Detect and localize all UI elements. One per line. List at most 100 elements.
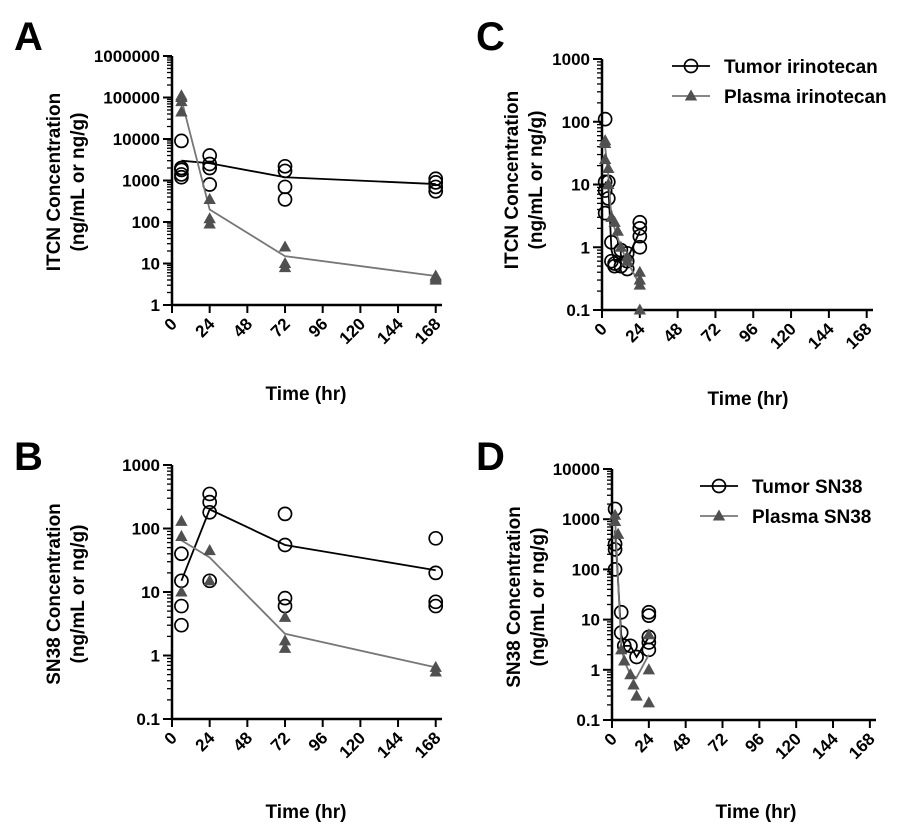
y-tick-label: 1 bbox=[591, 661, 600, 680]
panel-c: C 0.1 1 10 100 1000 0 24 48 72 96 120 144 168 Time (hr… bbox=[476, 15, 887, 410]
x-tick-label: 48 bbox=[229, 728, 256, 755]
legend-label: Plasma SN38 bbox=[752, 507, 871, 528]
data-point bbox=[607, 562, 623, 577]
x-tick-label: 120 bbox=[336, 314, 369, 347]
series-plasma-sn38 bbox=[175, 514, 442, 677]
x-tick-label: 24 bbox=[192, 728, 219, 755]
panel-a: A 1 10 100 1000 10000 100000 1000000 0 24 48 72 96 12… bbox=[14, 15, 445, 405]
x-tick-label: 48 bbox=[668, 729, 695, 756]
mean-line bbox=[181, 159, 436, 185]
y-axis-label: ITCN Concentration bbox=[44, 93, 65, 271]
x-tick-label: 24 bbox=[631, 729, 658, 756]
data-point bbox=[623, 638, 638, 654]
y-tick-label: 100 bbox=[572, 560, 600, 579]
x-tick-label: 144 bbox=[373, 728, 407, 762]
x-tick-label: 96 bbox=[735, 319, 762, 346]
x-tick-label: 72 bbox=[267, 314, 294, 341]
y-tick-label: 0.1 bbox=[566, 301, 590, 320]
data-point bbox=[277, 158, 293, 174]
data-point bbox=[175, 105, 188, 117]
data-point bbox=[428, 171, 444, 187]
data-point bbox=[624, 668, 637, 680]
data-point bbox=[633, 303, 646, 315]
data-point bbox=[202, 156, 218, 172]
x-tick-label: 0 bbox=[161, 728, 181, 748]
x-tick-label: 0 bbox=[161, 314, 181, 334]
data-point bbox=[174, 167, 189, 182]
data-point bbox=[429, 269, 442, 281]
data-point bbox=[203, 192, 216, 204]
y-tick-label: 100 bbox=[132, 520, 160, 539]
panel-letter: B bbox=[14, 435, 43, 479]
data-point bbox=[633, 265, 646, 277]
x-tick-label: 72 bbox=[697, 319, 724, 346]
data-point bbox=[630, 689, 643, 701]
data-point bbox=[202, 148, 218, 163]
x-tick-label: 72 bbox=[705, 729, 732, 756]
data-point bbox=[642, 663, 656, 675]
series-tumor-sn38 bbox=[174, 486, 444, 633]
data-point bbox=[175, 585, 188, 597]
data-point bbox=[429, 660, 442, 672]
data-point bbox=[632, 221, 648, 236]
y-tick-label: 100 bbox=[562, 113, 590, 132]
x-tick-label: 120 bbox=[766, 319, 799, 352]
x-tick-label: 168 bbox=[845, 729, 878, 762]
y-tick-label: 1000 bbox=[562, 510, 600, 529]
y-tick-label: 10 bbox=[581, 611, 600, 630]
data-point bbox=[278, 240, 292, 252]
panel-letter: C bbox=[476, 15, 505, 59]
data-point bbox=[608, 215, 621, 227]
y-tick-label: 1000000 bbox=[94, 47, 160, 66]
mean-line bbox=[180, 508, 436, 582]
x-tick-label: 120 bbox=[336, 728, 369, 761]
x-tick-label: 24 bbox=[192, 314, 219, 341]
y-tick-label: 1000 bbox=[122, 172, 160, 191]
legend: Tumor SN38 Plasma SN38 bbox=[700, 477, 871, 528]
x-axis-label: Time (hr) bbox=[708, 389, 789, 410]
data-point bbox=[428, 598, 444, 614]
data-point bbox=[278, 257, 292, 269]
data-point bbox=[604, 234, 619, 250]
x-tick-label: 72 bbox=[267, 728, 294, 755]
x-axis-label: Time (hr) bbox=[716, 802, 797, 823]
y-tick-label: 10000 bbox=[113, 130, 160, 149]
data-point bbox=[621, 254, 634, 266]
legend-label: Tumor irinotecan bbox=[724, 57, 878, 78]
y-tick-label: 1 bbox=[151, 647, 160, 666]
data-point bbox=[278, 634, 292, 646]
legend: Tumor irinotecan Plasma irinotecan bbox=[672, 57, 887, 108]
mean-line bbox=[614, 517, 650, 679]
y-tick-label: 100 bbox=[132, 213, 160, 232]
data-point bbox=[428, 565, 444, 581]
series-tumor-irinotecan bbox=[174, 133, 444, 207]
data-point bbox=[642, 628, 656, 640]
x-tick-label: 168 bbox=[842, 319, 875, 352]
data-point bbox=[602, 178, 615, 190]
data-point bbox=[428, 175, 444, 190]
data-point bbox=[641, 608, 657, 623]
y-tick-label: 1 bbox=[581, 238, 590, 257]
y-axis-label: ITCN Concentration bbox=[502, 91, 523, 269]
y-axis-label: SN38 Concentration bbox=[44, 503, 65, 685]
panel-b: B 0.1 1 10 100 1000 0 24 48 72 96 120 144 168 Time (hr… bbox=[14, 435, 445, 823]
legend-label: Tumor SN38 bbox=[752, 477, 863, 498]
panel-letter: A bbox=[14, 15, 43, 59]
data-point bbox=[277, 163, 293, 179]
data-point bbox=[174, 598, 189, 614]
data-point bbox=[277, 192, 293, 207]
y-axis-label: (ng/mL or ng/g) bbox=[526, 111, 547, 250]
data-point bbox=[632, 214, 648, 230]
x-tick-label: 48 bbox=[229, 314, 256, 341]
data-point bbox=[174, 133, 189, 149]
data-point bbox=[615, 643, 628, 655]
data-point bbox=[627, 678, 640, 690]
x-axis-label: Time (hr) bbox=[266, 802, 347, 823]
legend-label: Plasma irinotecan bbox=[724, 87, 887, 108]
data-point bbox=[277, 179, 293, 195]
data-point bbox=[618, 654, 631, 666]
data-point bbox=[428, 179, 444, 195]
y-axis-label: (ng/mL or ng/g) bbox=[528, 528, 549, 667]
y-tick-label: 100000 bbox=[103, 89, 160, 108]
